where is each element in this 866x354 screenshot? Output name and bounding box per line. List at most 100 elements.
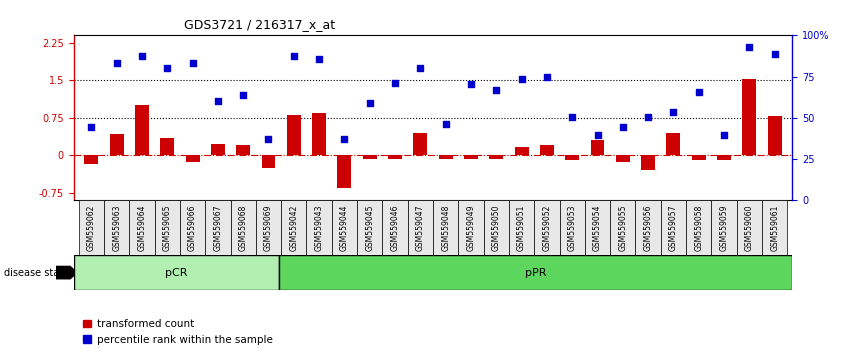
Text: GSM559055: GSM559055 <box>618 204 627 251</box>
Point <box>110 60 124 66</box>
Point <box>312 56 326 62</box>
Bar <box>585 200 611 255</box>
Point <box>540 74 554 79</box>
Bar <box>433 200 458 255</box>
Text: GSM559057: GSM559057 <box>669 204 678 251</box>
Bar <box>661 200 686 255</box>
Bar <box>616 155 630 161</box>
Bar <box>540 145 554 155</box>
Point <box>717 132 731 138</box>
Bar <box>255 200 281 255</box>
Text: GSM559067: GSM559067 <box>213 204 223 251</box>
Bar <box>383 200 408 255</box>
Point <box>439 121 453 126</box>
Point <box>591 132 604 138</box>
Point <box>211 98 225 104</box>
Point <box>565 114 579 120</box>
Bar <box>565 155 579 160</box>
Bar <box>281 200 307 255</box>
Point <box>185 60 199 66</box>
Bar <box>489 155 503 159</box>
Bar <box>307 200 332 255</box>
Text: GSM559063: GSM559063 <box>112 204 121 251</box>
Bar <box>667 133 681 155</box>
Bar <box>104 200 129 255</box>
Text: GSM559050: GSM559050 <box>492 204 501 251</box>
Point <box>768 51 782 57</box>
Point <box>160 65 174 70</box>
Text: GSM559045: GSM559045 <box>365 204 374 251</box>
Text: GSM559049: GSM559049 <box>467 204 475 251</box>
Bar <box>611 200 636 255</box>
Bar <box>180 200 205 255</box>
Bar <box>110 134 124 155</box>
Bar <box>717 155 731 160</box>
Text: disease state: disease state <box>4 268 69 278</box>
Legend: transformed count, percentile rank within the sample: transformed count, percentile rank withi… <box>79 315 276 349</box>
Text: pPR: pPR <box>525 268 546 278</box>
Text: GSM559051: GSM559051 <box>517 204 526 251</box>
Bar <box>388 155 402 159</box>
Bar <box>287 115 301 155</box>
Bar <box>129 200 155 255</box>
Text: GSM559048: GSM559048 <box>441 204 450 251</box>
Bar <box>155 200 180 255</box>
Bar <box>205 200 230 255</box>
Text: pCR: pCR <box>165 268 188 278</box>
Bar <box>135 105 149 155</box>
Text: GSM559052: GSM559052 <box>542 204 552 251</box>
Bar <box>357 200 383 255</box>
Text: GSM559065: GSM559065 <box>163 204 171 251</box>
Bar <box>79 200 104 255</box>
Text: GSM559064: GSM559064 <box>138 204 146 251</box>
Text: GSM559047: GSM559047 <box>416 204 425 251</box>
Bar <box>332 200 357 255</box>
Bar <box>439 155 453 159</box>
Bar <box>236 145 250 155</box>
Bar <box>692 155 706 160</box>
Point <box>641 114 655 120</box>
Bar <box>737 200 762 255</box>
Bar <box>483 200 509 255</box>
Bar <box>742 79 756 155</box>
Text: GSM559053: GSM559053 <box>568 204 577 251</box>
Point <box>692 90 706 95</box>
Point <box>338 137 352 142</box>
Text: GSM559043: GSM559043 <box>314 204 324 251</box>
Text: GSM559069: GSM559069 <box>264 204 273 251</box>
Bar <box>762 200 787 255</box>
FancyArrow shape <box>56 266 77 279</box>
Point <box>135 53 149 59</box>
Bar <box>413 133 427 155</box>
Point <box>236 92 250 97</box>
Bar <box>711 200 737 255</box>
Bar <box>312 113 326 155</box>
Bar <box>230 200 255 255</box>
Text: GSM559061: GSM559061 <box>770 204 779 251</box>
Point <box>742 45 756 50</box>
Text: GSM559054: GSM559054 <box>593 204 602 251</box>
Point <box>489 87 503 93</box>
Bar <box>591 140 604 155</box>
Bar <box>559 200 585 255</box>
Bar <box>514 147 528 155</box>
Point <box>363 101 377 106</box>
Point <box>84 124 98 130</box>
Point <box>667 110 681 115</box>
Bar <box>458 200 483 255</box>
Text: GDS3721 / 216317_x_at: GDS3721 / 216317_x_at <box>184 18 335 31</box>
Bar <box>279 255 792 290</box>
Bar <box>641 155 655 170</box>
Text: GSM559066: GSM559066 <box>188 204 197 251</box>
Point <box>262 137 275 142</box>
Text: GSM559068: GSM559068 <box>239 204 248 251</box>
Bar <box>636 200 661 255</box>
Point <box>287 53 301 59</box>
Bar <box>84 155 98 164</box>
Bar <box>363 155 377 159</box>
Text: GSM559058: GSM559058 <box>695 204 703 251</box>
Bar <box>74 255 279 290</box>
Bar <box>534 200 559 255</box>
Bar <box>464 155 478 159</box>
Point <box>413 65 427 70</box>
